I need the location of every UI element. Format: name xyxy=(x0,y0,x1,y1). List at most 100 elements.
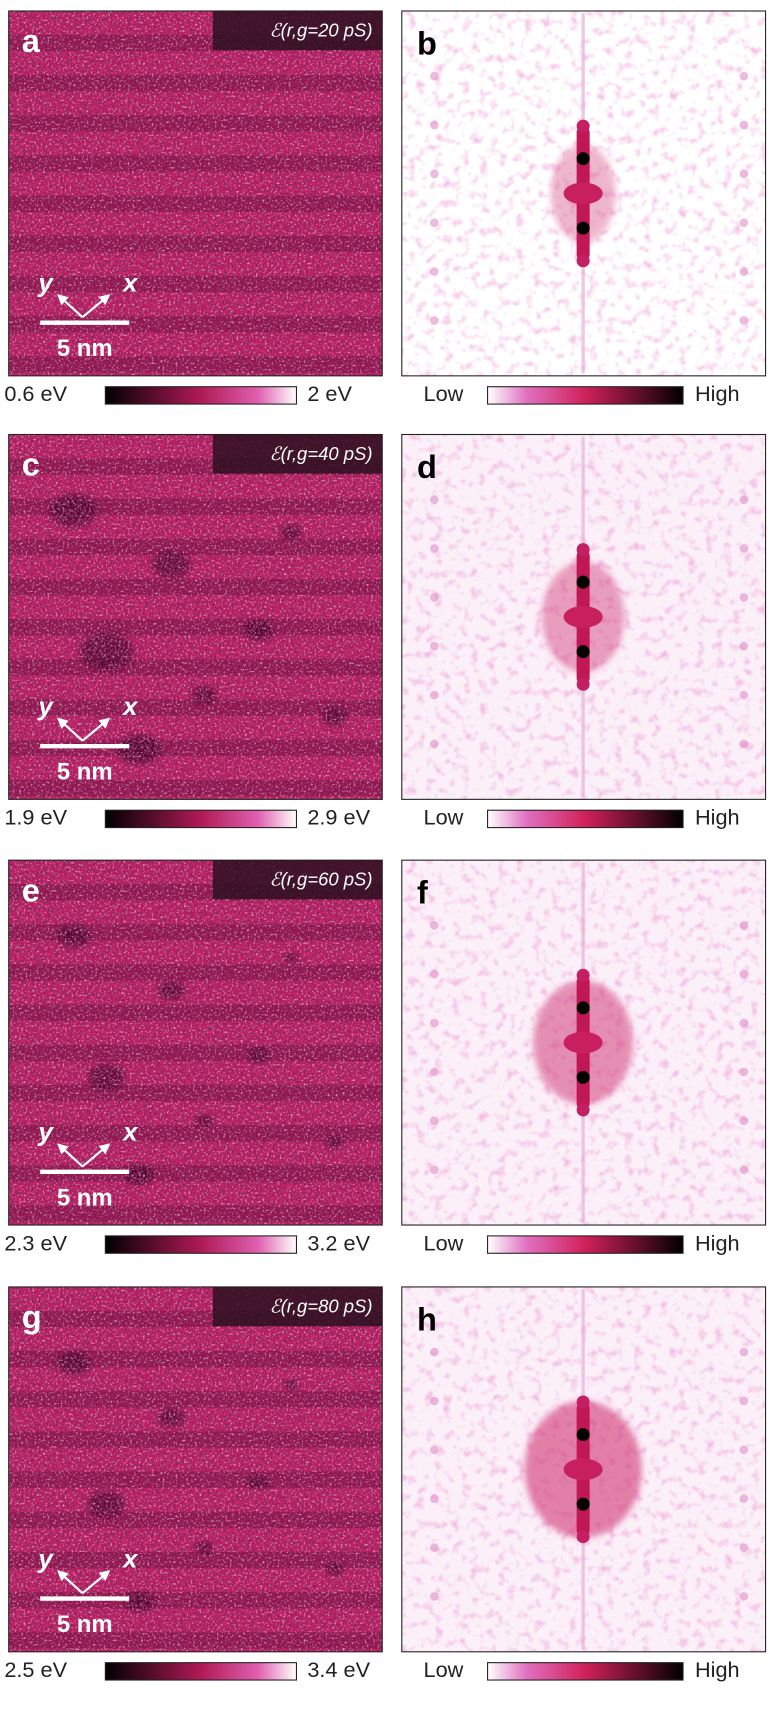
fft-faint-spot xyxy=(739,71,749,81)
fft-faint-spot xyxy=(430,544,439,553)
fft-faint-spot xyxy=(739,1543,749,1552)
fft-frame xyxy=(401,433,767,800)
fft-peak xyxy=(576,152,590,166)
axis-arrow xyxy=(81,294,111,319)
map-frame xyxy=(8,859,383,1226)
fft-faint-spot xyxy=(430,169,439,179)
colorbar xyxy=(487,1662,684,1681)
fft-faint-spot xyxy=(739,1018,749,1028)
fft-faint-spot xyxy=(430,1494,439,1504)
fft-outer-peak xyxy=(576,1395,590,1409)
fft-faint-spot xyxy=(739,1116,749,1126)
colorbar-low-label: Low xyxy=(424,1657,464,1682)
colorbar-min-label: 1.9 eV xyxy=(4,805,67,830)
fft-peak xyxy=(576,221,590,235)
fft-center-blob xyxy=(563,1031,603,1054)
scale-bar-label: 5 nm xyxy=(57,335,113,362)
fft-outer-peak xyxy=(576,1530,590,1544)
scale-bar-label: 5 nm xyxy=(57,1184,113,1211)
axis-label-x: x xyxy=(121,268,139,298)
fft-outer-peak xyxy=(576,968,590,982)
fft-faint-spot xyxy=(430,1396,439,1406)
fft-faint-spot xyxy=(739,1396,749,1406)
fft-faint-spot xyxy=(430,71,439,81)
fft-faint-spot xyxy=(739,316,749,325)
annotation-box xyxy=(212,434,383,474)
fft-faint-spot xyxy=(739,1445,749,1455)
axis-arrow xyxy=(81,1143,111,1168)
axis-arrow xyxy=(57,1143,84,1168)
panel-label: c xyxy=(22,447,40,483)
axis-label-y: y xyxy=(36,691,54,721)
colorbar-max-label: 2 eV xyxy=(307,381,352,406)
fft-frame xyxy=(401,10,767,377)
fft-outer-peak xyxy=(576,254,590,268)
fft-peak xyxy=(576,1497,590,1511)
fft-faint-spot xyxy=(430,218,439,228)
map-frame xyxy=(8,1286,383,1653)
fft-faint-spot xyxy=(739,218,749,228)
fft-faint-spot xyxy=(739,593,749,602)
fft-peak xyxy=(576,645,590,659)
fft-faint-spot xyxy=(430,120,439,130)
fft-panel-label: b xyxy=(417,25,437,61)
fft-faint-spot xyxy=(430,1445,439,1455)
map-noise-light xyxy=(8,434,383,800)
fft-outer-peak xyxy=(576,543,590,557)
colorbar-min-label: 0.6 eV xyxy=(4,381,67,406)
axis-label-x: x xyxy=(121,1117,139,1147)
fft-faint-spot xyxy=(739,169,749,179)
fft-panel-label: h xyxy=(417,1301,437,1337)
map-noise-light xyxy=(8,10,383,376)
fft-faint-spot xyxy=(739,920,749,930)
fft-faint-spot xyxy=(739,267,749,276)
fft-peak xyxy=(576,1070,590,1084)
fft-faint-spot xyxy=(430,1116,439,1126)
axis-label-y: y xyxy=(36,268,54,298)
fft-faint-spot xyxy=(739,641,749,651)
colorbar-low-label: Low xyxy=(424,381,464,406)
fft-faint-spot xyxy=(739,690,749,700)
fft-outer-peak xyxy=(576,677,590,691)
fft-faint-spot xyxy=(430,495,439,504)
fft-faint-spot xyxy=(430,316,439,325)
colorbar xyxy=(487,386,684,405)
map-annotation: ℰ(r,g=80 pS) xyxy=(269,1295,372,1316)
fft-peak xyxy=(576,1001,590,1015)
axis-label-y: y xyxy=(36,1117,54,1147)
fft-peak xyxy=(576,575,590,589)
fft-faint-spot xyxy=(739,739,749,749)
colorbar-high-label: High xyxy=(695,805,740,830)
colorbar-high-label: High xyxy=(695,381,740,406)
map-noise-light xyxy=(8,860,383,1226)
map-frame xyxy=(8,10,383,377)
fft-faint-spot xyxy=(430,1067,439,1077)
fft-faint-spot xyxy=(739,1347,749,1357)
fft-faint-spot xyxy=(739,1494,749,1504)
colorbar-high-label: High xyxy=(695,1657,740,1682)
colorbar xyxy=(104,1235,297,1254)
annotation-box xyxy=(212,1286,383,1327)
colorbar xyxy=(104,809,297,829)
panel-label: a xyxy=(22,23,41,59)
fft-faint-spot xyxy=(739,1165,749,1175)
colorbar xyxy=(104,1662,297,1681)
colorbar-high-label: High xyxy=(695,1230,740,1255)
fft-faint-spot xyxy=(739,1067,749,1077)
panel-label: g xyxy=(22,1299,42,1335)
fft-panel-label: d xyxy=(417,449,437,485)
colorbar xyxy=(104,386,297,405)
axis-arrow xyxy=(57,1569,84,1594)
fft-faint-spot xyxy=(739,969,749,979)
fft-faint-spot xyxy=(430,1543,439,1552)
colorbar-min-label: 2.3 eV xyxy=(4,1230,67,1255)
fft-faint-spot xyxy=(430,969,439,979)
fft-outer-peak xyxy=(576,119,590,133)
fft-faint-spot xyxy=(430,1592,439,1601)
map-noise-light xyxy=(8,1286,383,1652)
fft-faint-spot xyxy=(430,1018,439,1028)
panel-label: e xyxy=(22,872,40,908)
annotation-box xyxy=(212,10,383,51)
